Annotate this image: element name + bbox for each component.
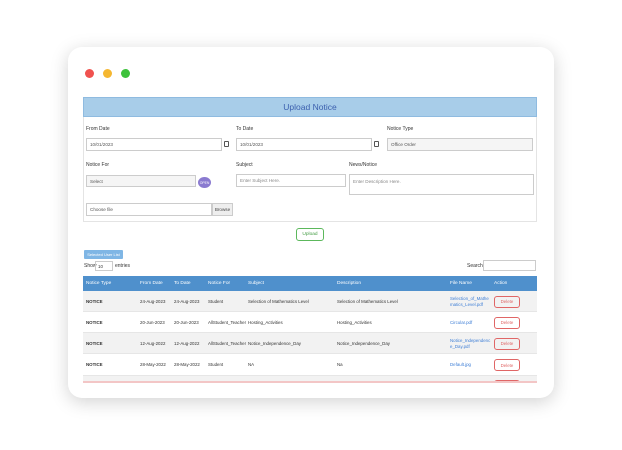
table-cell: NA xyxy=(248,362,255,368)
subject-label: Subject xyxy=(236,162,253,168)
table-row xyxy=(83,375,537,383)
selected-user-badge: Selected User List xyxy=(84,250,123,259)
table-cell: Notice_Independence_Day xyxy=(337,341,390,347)
subject-input[interactable]: Enter Subject Here. xyxy=(236,174,346,187)
table-cell: 24-Aug-2023 xyxy=(140,298,166,304)
delete-button[interactable]: Delete xyxy=(494,295,520,308)
table-cell: Hosting_Activities xyxy=(248,319,283,325)
column-header: Action xyxy=(494,281,508,286)
column-header: Notice Type xyxy=(86,281,112,286)
to-date-label: To Date xyxy=(236,126,254,132)
table-row xyxy=(83,333,537,355)
delete-button[interactable]: Delete xyxy=(494,359,520,372)
table-row xyxy=(83,291,537,312)
column-header: Subject xyxy=(248,281,264,286)
show-label: Show xyxy=(84,263,97,269)
notice-for-label: Notice For xyxy=(86,162,110,168)
notice-type-select[interactable]: Office Order xyxy=(387,138,533,151)
table-cell: AllStudent_Teacher xyxy=(208,341,247,347)
table-cell: 12-Aug-2022 xyxy=(140,341,166,347)
minimize-dot xyxy=(103,69,112,78)
notice-type-label: Notice Type xyxy=(387,126,414,132)
search-label: Search: xyxy=(467,263,485,269)
calendar-icon xyxy=(374,141,379,147)
table-cell: NOTICE xyxy=(86,341,103,347)
entries-select[interactable]: 10 xyxy=(95,261,113,271)
search-input[interactable] xyxy=(483,260,536,271)
from-date-input[interactable]: 10/01/2023 xyxy=(86,138,222,151)
table-cell: 24-Aug-2023 xyxy=(174,298,200,304)
to-date-input[interactable]: 10/01/2023 xyxy=(236,138,372,151)
table-cell: Selection of Mathematics Level xyxy=(337,298,398,304)
table-cell: Notice_Independence_Day xyxy=(248,341,301,347)
column-header: From Date xyxy=(140,281,163,286)
calendar-icon xyxy=(224,141,229,147)
maximize-dot xyxy=(121,69,130,78)
file-link: Default.jpg xyxy=(450,362,471,368)
file-link: Notice_Independence_Day.pdf xyxy=(450,338,491,349)
open-button[interactable]: OPEN xyxy=(198,177,211,188)
table-cell: 28-May-2022 xyxy=(174,362,200,368)
table-cell: Na xyxy=(337,362,343,368)
table-cell: NOTICE xyxy=(86,319,103,325)
entries-label: entries xyxy=(115,263,131,269)
close-dot xyxy=(85,69,94,78)
content: Upload Notice From Date To Date Notice Type… xyxy=(83,97,537,383)
delete-button[interactable]: Delete xyxy=(494,316,520,329)
table-cell: Hosting_Activities xyxy=(337,319,372,325)
upload-button[interactable]: Upload xyxy=(296,228,324,241)
table-cell: 20-Jun-2023 xyxy=(174,319,199,325)
table-header xyxy=(83,276,537,291)
file-link: Circular.pdf xyxy=(450,319,473,325)
form-panel xyxy=(83,117,537,222)
from-date-label: From Date xyxy=(86,126,110,132)
table-cell: Student xyxy=(208,298,224,304)
table-cell: AllStudent_Teacher xyxy=(208,319,247,325)
column-header: Notice For xyxy=(208,281,231,286)
column-header: File Name xyxy=(450,281,472,286)
table-cell: 12-Aug-2022 xyxy=(174,341,200,347)
table-cell: NOTICE xyxy=(86,298,103,304)
file-input[interactable]: Choose file xyxy=(86,203,212,216)
notice-for-select[interactable]: Select xyxy=(86,175,196,187)
bottom-strip xyxy=(83,381,537,383)
file-link: Selection_of_Mathematics_Level.pdf xyxy=(450,296,489,307)
table-cell: 20-Jun-2023 xyxy=(140,319,165,325)
table-cell: Selection of Mathematics Level xyxy=(248,298,309,304)
table-row xyxy=(83,354,537,376)
select-arrow xyxy=(526,142,530,147)
column-header: To Date xyxy=(174,281,191,286)
table-cell: NOTICE xyxy=(86,362,103,368)
table-cell: 28-May-2022 xyxy=(140,362,166,368)
column-header: Description xyxy=(337,281,361,286)
browse-button[interactable]: Browse xyxy=(212,203,233,216)
table-row xyxy=(83,312,537,334)
table-cell: Student xyxy=(208,362,224,368)
news-notice-textarea[interactable]: Enter Description Here. xyxy=(349,174,534,195)
delete-button[interactable]: Delete xyxy=(494,337,520,350)
header-title: Upload Notice xyxy=(83,97,537,117)
news-notice-label: News/Notice xyxy=(349,162,378,168)
